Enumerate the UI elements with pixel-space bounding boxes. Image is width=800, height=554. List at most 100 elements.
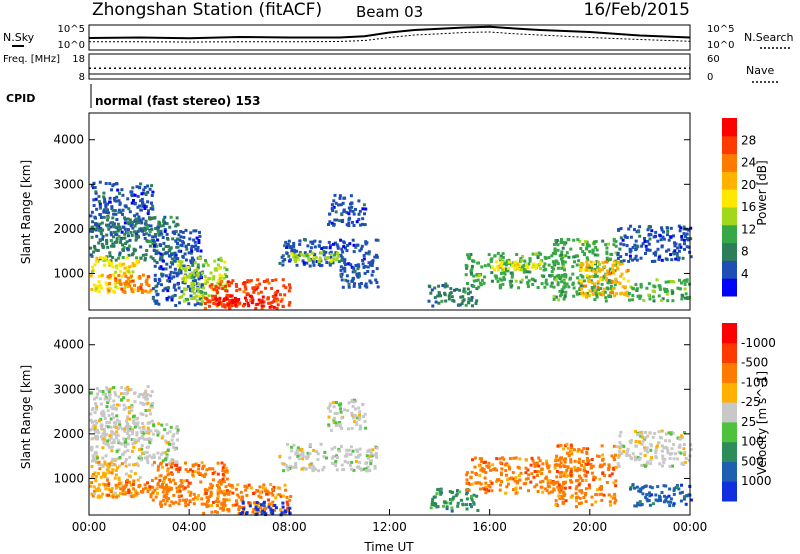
heatmap-cell (484, 491, 488, 495)
heatmap-cell (149, 288, 153, 292)
heatmap-cell (234, 503, 238, 507)
heatmap-cell (223, 266, 227, 270)
heatmap-cell (283, 293, 287, 297)
heatmap-cell (669, 235, 673, 239)
heatmap-cell (507, 260, 511, 264)
heatmap-cell (351, 416, 355, 420)
heatmap-cell (106, 439, 110, 443)
heatmap-cell (220, 274, 224, 278)
heatmap-cell (672, 457, 676, 461)
heatmap-cell (608, 474, 612, 478)
heatmap-cell (358, 447, 362, 451)
heatmap-cell (187, 490, 191, 494)
heatmap-cell (648, 491, 651, 495)
heatmap-cell (267, 498, 270, 502)
heatmap-cell (571, 255, 575, 259)
heatmap-cell (221, 508, 225, 512)
heatmap-cell (97, 486, 101, 490)
heatmap-cell (358, 424, 362, 428)
heatmap-cell (534, 264, 538, 268)
heatmap-cell (178, 301, 181, 305)
heatmap-cell (231, 503, 235, 507)
heatmap-cell (135, 462, 139, 466)
heatmap-cell (248, 504, 252, 508)
heatmap-cell (472, 493, 476, 497)
heatmap-cell (103, 416, 107, 420)
heatmap-cell (335, 454, 339, 458)
heatmap-cell (332, 418, 336, 422)
heatmap-cell (350, 413, 354, 417)
heatmap-cell (250, 486, 254, 490)
heatmap-cell (664, 498, 668, 502)
heatmap-cell (271, 488, 275, 491)
heatmap-cell (576, 495, 580, 499)
heatmap-cell (137, 437, 141, 441)
heatmap-cell (329, 250, 333, 254)
heatmap-cell (94, 284, 98, 288)
heatmap-cell (562, 490, 566, 494)
heatmap-cell (368, 468, 372, 472)
heatmap-cell (456, 504, 460, 508)
heatmap-cell (245, 511, 249, 515)
heatmap-cell (579, 279, 583, 283)
heatmap-cell (531, 283, 535, 286)
heatmap-cell (161, 490, 165, 494)
heatmap-cell (126, 429, 130, 433)
heatmap-cell (523, 259, 527, 263)
heatmap-cell (168, 478, 171, 482)
heatmap-cell (356, 267, 360, 271)
heatmap-cell (223, 493, 227, 497)
heatmap-cell (461, 295, 465, 299)
heatmap-cell (90, 210, 94, 214)
heatmap-cell (597, 455, 601, 458)
heatmap-cell (353, 420, 357, 423)
heatmap-cell (479, 487, 482, 491)
heatmap-cell (146, 290, 150, 294)
heatmap-cell (173, 283, 176, 287)
heatmap-cell (373, 466, 377, 470)
heatmap-cell (574, 491, 578, 495)
heatmap-cell (467, 257, 471, 261)
heatmap-cell (116, 485, 120, 489)
heatmap-cell (161, 451, 165, 455)
heatmap-cell (151, 239, 155, 242)
heatmap-cell (530, 265, 534, 269)
heatmap-cell (590, 275, 594, 279)
heatmap-cell (612, 456, 616, 460)
heatmap-cell (498, 264, 502, 268)
heatmap-cell (567, 285, 571, 289)
heatmap-cell (254, 287, 258, 291)
heatmap-cell (587, 268, 591, 272)
heatmap-cell (280, 511, 284, 515)
heatmap-cell (500, 278, 504, 282)
heatmap-cell (99, 412, 103, 416)
heatmap-cell (284, 488, 288, 492)
heatmap-cell (347, 212, 351, 216)
heatmap-cell (118, 251, 122, 255)
heatmap-cell (179, 243, 183, 247)
heatmap-cell (448, 292, 452, 296)
heatmap-cell (352, 400, 356, 404)
heatmap-cell (676, 246, 680, 250)
heatmap-cell (609, 252, 613, 256)
heatmap-cell (165, 297, 169, 300)
heatmap-cell (502, 276, 506, 280)
heatmap-cell (540, 274, 544, 278)
heatmap-cell (682, 497, 686, 501)
heatmap-cell (109, 287, 113, 291)
heatmap-cell (201, 467, 205, 471)
heatmap-cell (311, 260, 315, 264)
heatmap-cell (183, 274, 187, 278)
heatmap-cell (135, 185, 139, 189)
heatmap-cell (658, 494, 661, 498)
heatmap-cell (212, 277, 215, 281)
heatmap-cell (448, 490, 452, 493)
heatmap-cell (499, 461, 503, 465)
heatmap-cell (491, 265, 494, 269)
heatmap-cell (559, 461, 563, 465)
heatmap-cell (165, 423, 169, 427)
heatmap-cell (301, 452, 305, 456)
heatmap-cell (92, 283, 96, 287)
heatmap-cell (647, 225, 651, 229)
